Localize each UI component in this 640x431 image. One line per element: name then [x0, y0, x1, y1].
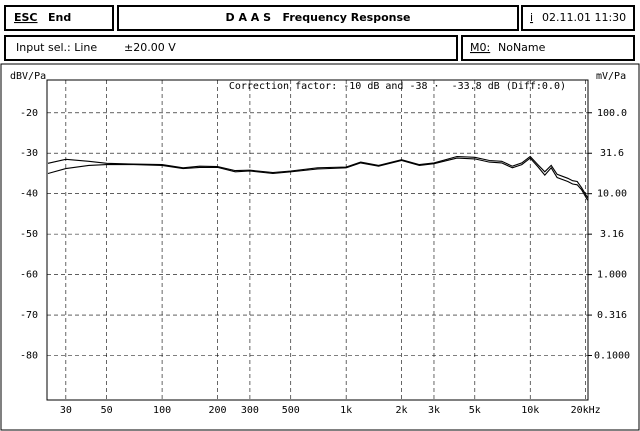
y-tick-label: -30 — [20, 148, 38, 159]
y-tick-label: -40 — [20, 189, 38, 200]
y2-tick-label: 100.0 — [597, 108, 627, 119]
y-tick-label: -50 — [20, 229, 38, 240]
response-curve — [47, 155, 589, 198]
memory-key[interactable]: M0: — [470, 41, 490, 54]
chart-frame — [0, 63, 640, 431]
app-title: D A A S Frequency Response — [225, 11, 410, 24]
x-tick-label: 3k — [428, 405, 440, 416]
memory-box[interactable] — [461, 35, 635, 61]
x-tick-label: 100 — [153, 405, 171, 416]
info-key[interactable]: i — [530, 11, 533, 24]
input-select: Input sel.: Line — [16, 41, 97, 54]
y2-tick-label: 3.16 — [600, 229, 624, 240]
input-box[interactable] — [4, 35, 458, 61]
x-tick-label: 500 — [282, 405, 300, 416]
y-tick-label: -20 — [20, 108, 38, 119]
y2-tick-label: 0.316 — [597, 310, 627, 321]
x-tick-label: 50 — [101, 405, 113, 416]
memory-name: NoName — [498, 41, 546, 54]
y2-tick-label: 0.1000 — [594, 351, 630, 362]
y-tick-label: -60 — [20, 270, 38, 281]
x-tick-label: 1k — [340, 405, 352, 416]
y-axis-label: dBV/Pa — [10, 71, 46, 82]
x-tick-label: 200 — [208, 405, 226, 416]
y2-axis-label: mV/Pa — [596, 71, 626, 82]
y-tick-label: -80 — [20, 350, 38, 361]
datetime-box[interactable] — [521, 5, 635, 31]
x-tick-label: 2k — [396, 405, 408, 416]
end-label[interactable]: End — [48, 11, 71, 24]
response-curve — [47, 157, 589, 201]
y2-tick-label: 31.6 — [600, 148, 624, 159]
plot-area — [46, 79, 589, 401]
annotation: Correction factor: -10 dB and -38 · -33.… — [229, 81, 566, 92]
x-tick-label: 300 — [241, 405, 259, 416]
y-tick-label: -70 — [20, 310, 38, 321]
x-tick-label: 5k — [469, 405, 481, 416]
x-tick-label: 10k — [521, 405, 539, 416]
input-range: ±20.00 V — [124, 41, 176, 54]
esc-key[interactable]: ESC — [14, 11, 38, 24]
datetime: 02.11.01 11:30 — [542, 11, 626, 24]
x-tick-label: 20kHz — [571, 405, 601, 416]
esc-button[interactable] — [4, 5, 114, 31]
y2-tick-label: 10.00 — [597, 189, 627, 200]
title-box — [117, 5, 519, 31]
x-tick-label: 30 — [60, 405, 72, 416]
y2-tick-label: 1.000 — [597, 270, 627, 281]
